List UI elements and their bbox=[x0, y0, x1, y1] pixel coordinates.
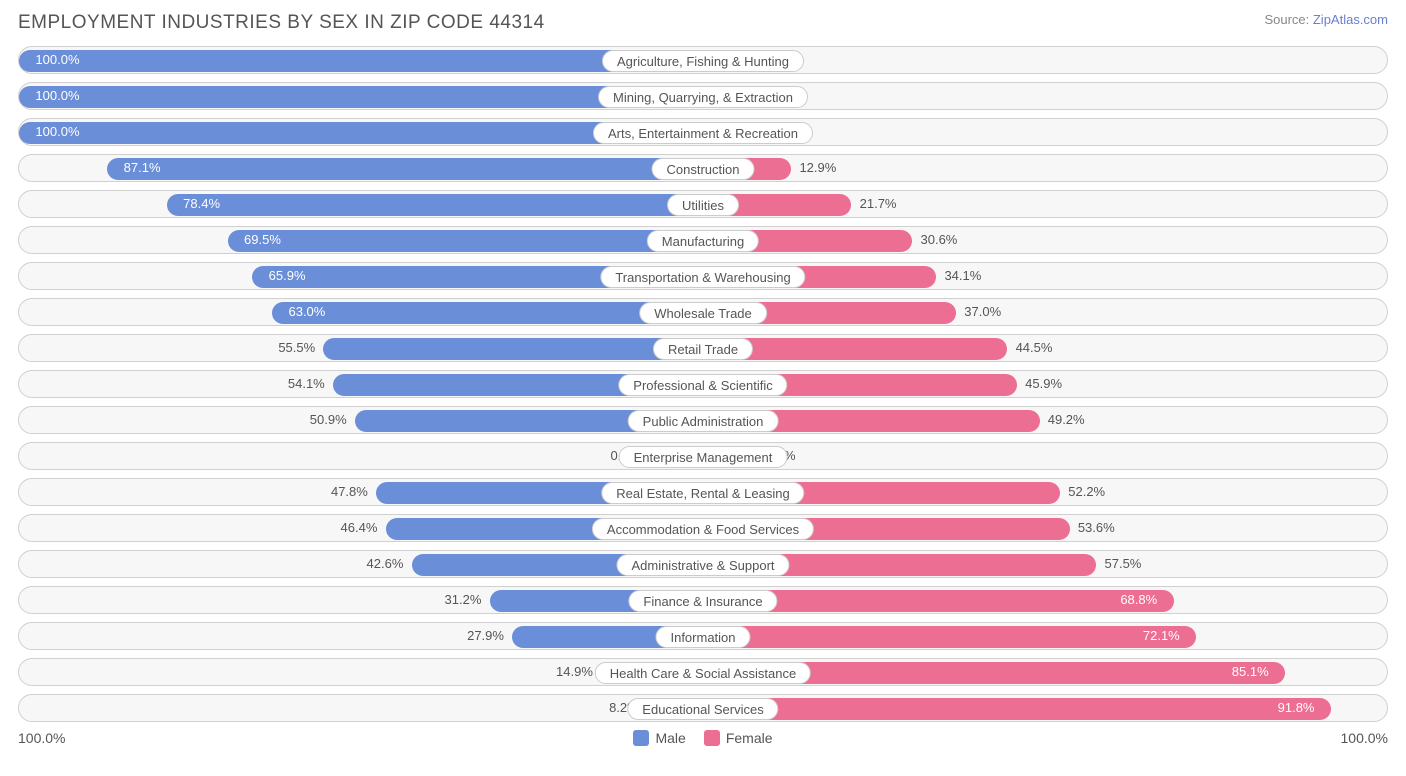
pct-label-female: 53.6% bbox=[1078, 520, 1115, 535]
industry-label: Mining, Quarrying, & Extraction bbox=[598, 86, 808, 108]
pct-label-male: 42.6% bbox=[367, 556, 404, 571]
pct-label-male: 65.9% bbox=[269, 268, 306, 283]
industry-label: Public Administration bbox=[628, 410, 779, 432]
bar-row: Information 27.9% 72.1% bbox=[18, 622, 1388, 650]
bar-female bbox=[703, 626, 1196, 648]
pct-label-female: 44.5% bbox=[1016, 340, 1053, 355]
bar-row: Real Estate, Rental & Leasing 47.8% 52.2% bbox=[18, 478, 1388, 506]
bar-row: Agriculture, Fishing & Hunting100.0%0.0% bbox=[18, 46, 1388, 74]
pct-label-female: 52.2% bbox=[1068, 484, 1105, 499]
pct-label-male: 46.4% bbox=[341, 520, 378, 535]
pct-label-male: 14.9% bbox=[556, 664, 593, 679]
pct-label-female: 72.1% bbox=[1143, 628, 1180, 643]
bar-row: Wholesale Trade 63.0% 37.0% bbox=[18, 298, 1388, 326]
bar-male bbox=[19, 50, 703, 72]
industry-label: Retail Trade bbox=[653, 338, 753, 360]
pct-label-female: 49.2% bbox=[1048, 412, 1085, 427]
chart-footer: 100.0% Male Female 100.0% bbox=[18, 730, 1388, 746]
industry-label: Enterprise Management bbox=[619, 446, 788, 468]
industry-label: Finance & Insurance bbox=[628, 590, 777, 612]
pct-label-female: 57.5% bbox=[1105, 556, 1142, 571]
bar-row: Finance & Insurance 31.2% 68.8% bbox=[18, 586, 1388, 614]
pct-label-male: 27.9% bbox=[467, 628, 504, 643]
pct-label-male: 100.0% bbox=[35, 124, 79, 139]
pct-label-male: 87.1% bbox=[124, 160, 161, 175]
pct-label-male: 63.0% bbox=[288, 304, 325, 319]
pct-label-male: 31.2% bbox=[445, 592, 482, 607]
source-prefix: Source: bbox=[1264, 12, 1312, 27]
industry-label: Professional & Scientific bbox=[618, 374, 787, 396]
pct-label-male: 54.1% bbox=[288, 376, 325, 391]
axis-left-label: 100.0% bbox=[18, 730, 65, 746]
bar-row: Professional & Scientific 54.1% 45.9% bbox=[18, 370, 1388, 398]
pct-label-female: 12.9% bbox=[799, 160, 836, 175]
pct-label-male: 55.5% bbox=[278, 340, 315, 355]
bar-row: Administrative & Support 42.6% 57.5% bbox=[18, 550, 1388, 578]
pct-label-female: 37.0% bbox=[964, 304, 1001, 319]
bar-row: Construction 87.1% 12.9% bbox=[18, 154, 1388, 182]
pct-label-male: 69.5% bbox=[244, 232, 281, 247]
legend-label-female: Female bbox=[726, 730, 773, 746]
legend-label-male: Male bbox=[655, 730, 685, 746]
pct-label-female: 34.1% bbox=[944, 268, 981, 283]
pct-label-female: 21.7% bbox=[860, 196, 897, 211]
industry-label: Arts, Entertainment & Recreation bbox=[593, 122, 813, 144]
pct-label-female: 85.1% bbox=[1232, 664, 1269, 679]
pct-label-female: 68.8% bbox=[1120, 592, 1157, 607]
bar-row: Public Administration 50.9% 49.2% bbox=[18, 406, 1388, 434]
industry-label: Transportation & Warehousing bbox=[600, 266, 805, 288]
pct-label-female: 30.6% bbox=[921, 232, 958, 247]
industry-label: Manufacturing bbox=[647, 230, 759, 252]
pct-label-male: 50.9% bbox=[310, 412, 347, 427]
pct-label-male: 100.0% bbox=[35, 52, 79, 67]
bar-row: Health Care & Social Assistance14.9% 85.1… bbox=[18, 658, 1388, 686]
bar-male bbox=[167, 194, 703, 216]
header: EMPLOYMENT INDUSTRIES BY SEX IN ZIP CODE… bbox=[18, 12, 1388, 34]
bar-male bbox=[323, 338, 703, 360]
pct-label-female: 91.8% bbox=[1278, 700, 1315, 715]
bar-male bbox=[228, 230, 703, 252]
legend-item-female: Female bbox=[704, 730, 773, 746]
bar-male bbox=[107, 158, 703, 180]
legend: Male Female bbox=[633, 730, 772, 746]
axis-right-label: 100.0% bbox=[1341, 730, 1388, 746]
industry-label: Administrative & Support bbox=[616, 554, 789, 576]
chart-title: EMPLOYMENT INDUSTRIES BY SEX IN ZIP CODE… bbox=[18, 12, 545, 34]
industry-label: Agriculture, Fishing & Hunting bbox=[602, 50, 804, 72]
pct-label-male: 100.0% bbox=[35, 88, 79, 103]
source-attribution: Source: ZipAtlas.com bbox=[1264, 12, 1388, 27]
bar-row: Utilities 78.4% 21.7% bbox=[18, 190, 1388, 218]
bar-row: Arts, Entertainment & Recreation100.0%0.… bbox=[18, 118, 1388, 146]
industry-label: Wholesale Trade bbox=[639, 302, 767, 324]
industry-label: Construction bbox=[652, 158, 755, 180]
industry-label: Real Estate, Rental & Leasing bbox=[601, 482, 804, 504]
industry-label: Information bbox=[655, 626, 750, 648]
bar-row: Accommodation & Food Services 46.4% 53.6% bbox=[18, 514, 1388, 542]
pct-label-male: 47.8% bbox=[331, 484, 368, 499]
industry-label: Accommodation & Food Services bbox=[592, 518, 814, 540]
chart-area: Agriculture, Fishing & Hunting100.0%0.0%… bbox=[18, 46, 1388, 722]
legend-swatch-female bbox=[704, 730, 720, 746]
bar-row: Enterprise Management0.0%0.0% bbox=[18, 442, 1388, 470]
industry-label: Educational Services bbox=[627, 698, 778, 720]
industry-label: Utilities bbox=[667, 194, 739, 216]
bar-female bbox=[703, 698, 1331, 720]
industry-label: Health Care & Social Assistance bbox=[595, 662, 811, 684]
source-link[interactable]: ZipAtlas.com bbox=[1313, 12, 1388, 27]
bar-row: Mining, Quarrying, & Extraction100.0%0.0… bbox=[18, 82, 1388, 110]
legend-swatch-male bbox=[633, 730, 649, 746]
bar-row: Retail Trade 55.5% 44.5% bbox=[18, 334, 1388, 362]
pct-label-female: 45.9% bbox=[1025, 376, 1062, 391]
pct-label-male: 78.4% bbox=[183, 196, 220, 211]
bar-row: Manufacturing 69.5% 30.6% bbox=[18, 226, 1388, 254]
bar-row: Transportation & Warehousing 65.9% 34.1% bbox=[18, 262, 1388, 290]
legend-item-male: Male bbox=[633, 730, 685, 746]
bar-row: Educational Services8.2%91.8% bbox=[18, 694, 1388, 722]
